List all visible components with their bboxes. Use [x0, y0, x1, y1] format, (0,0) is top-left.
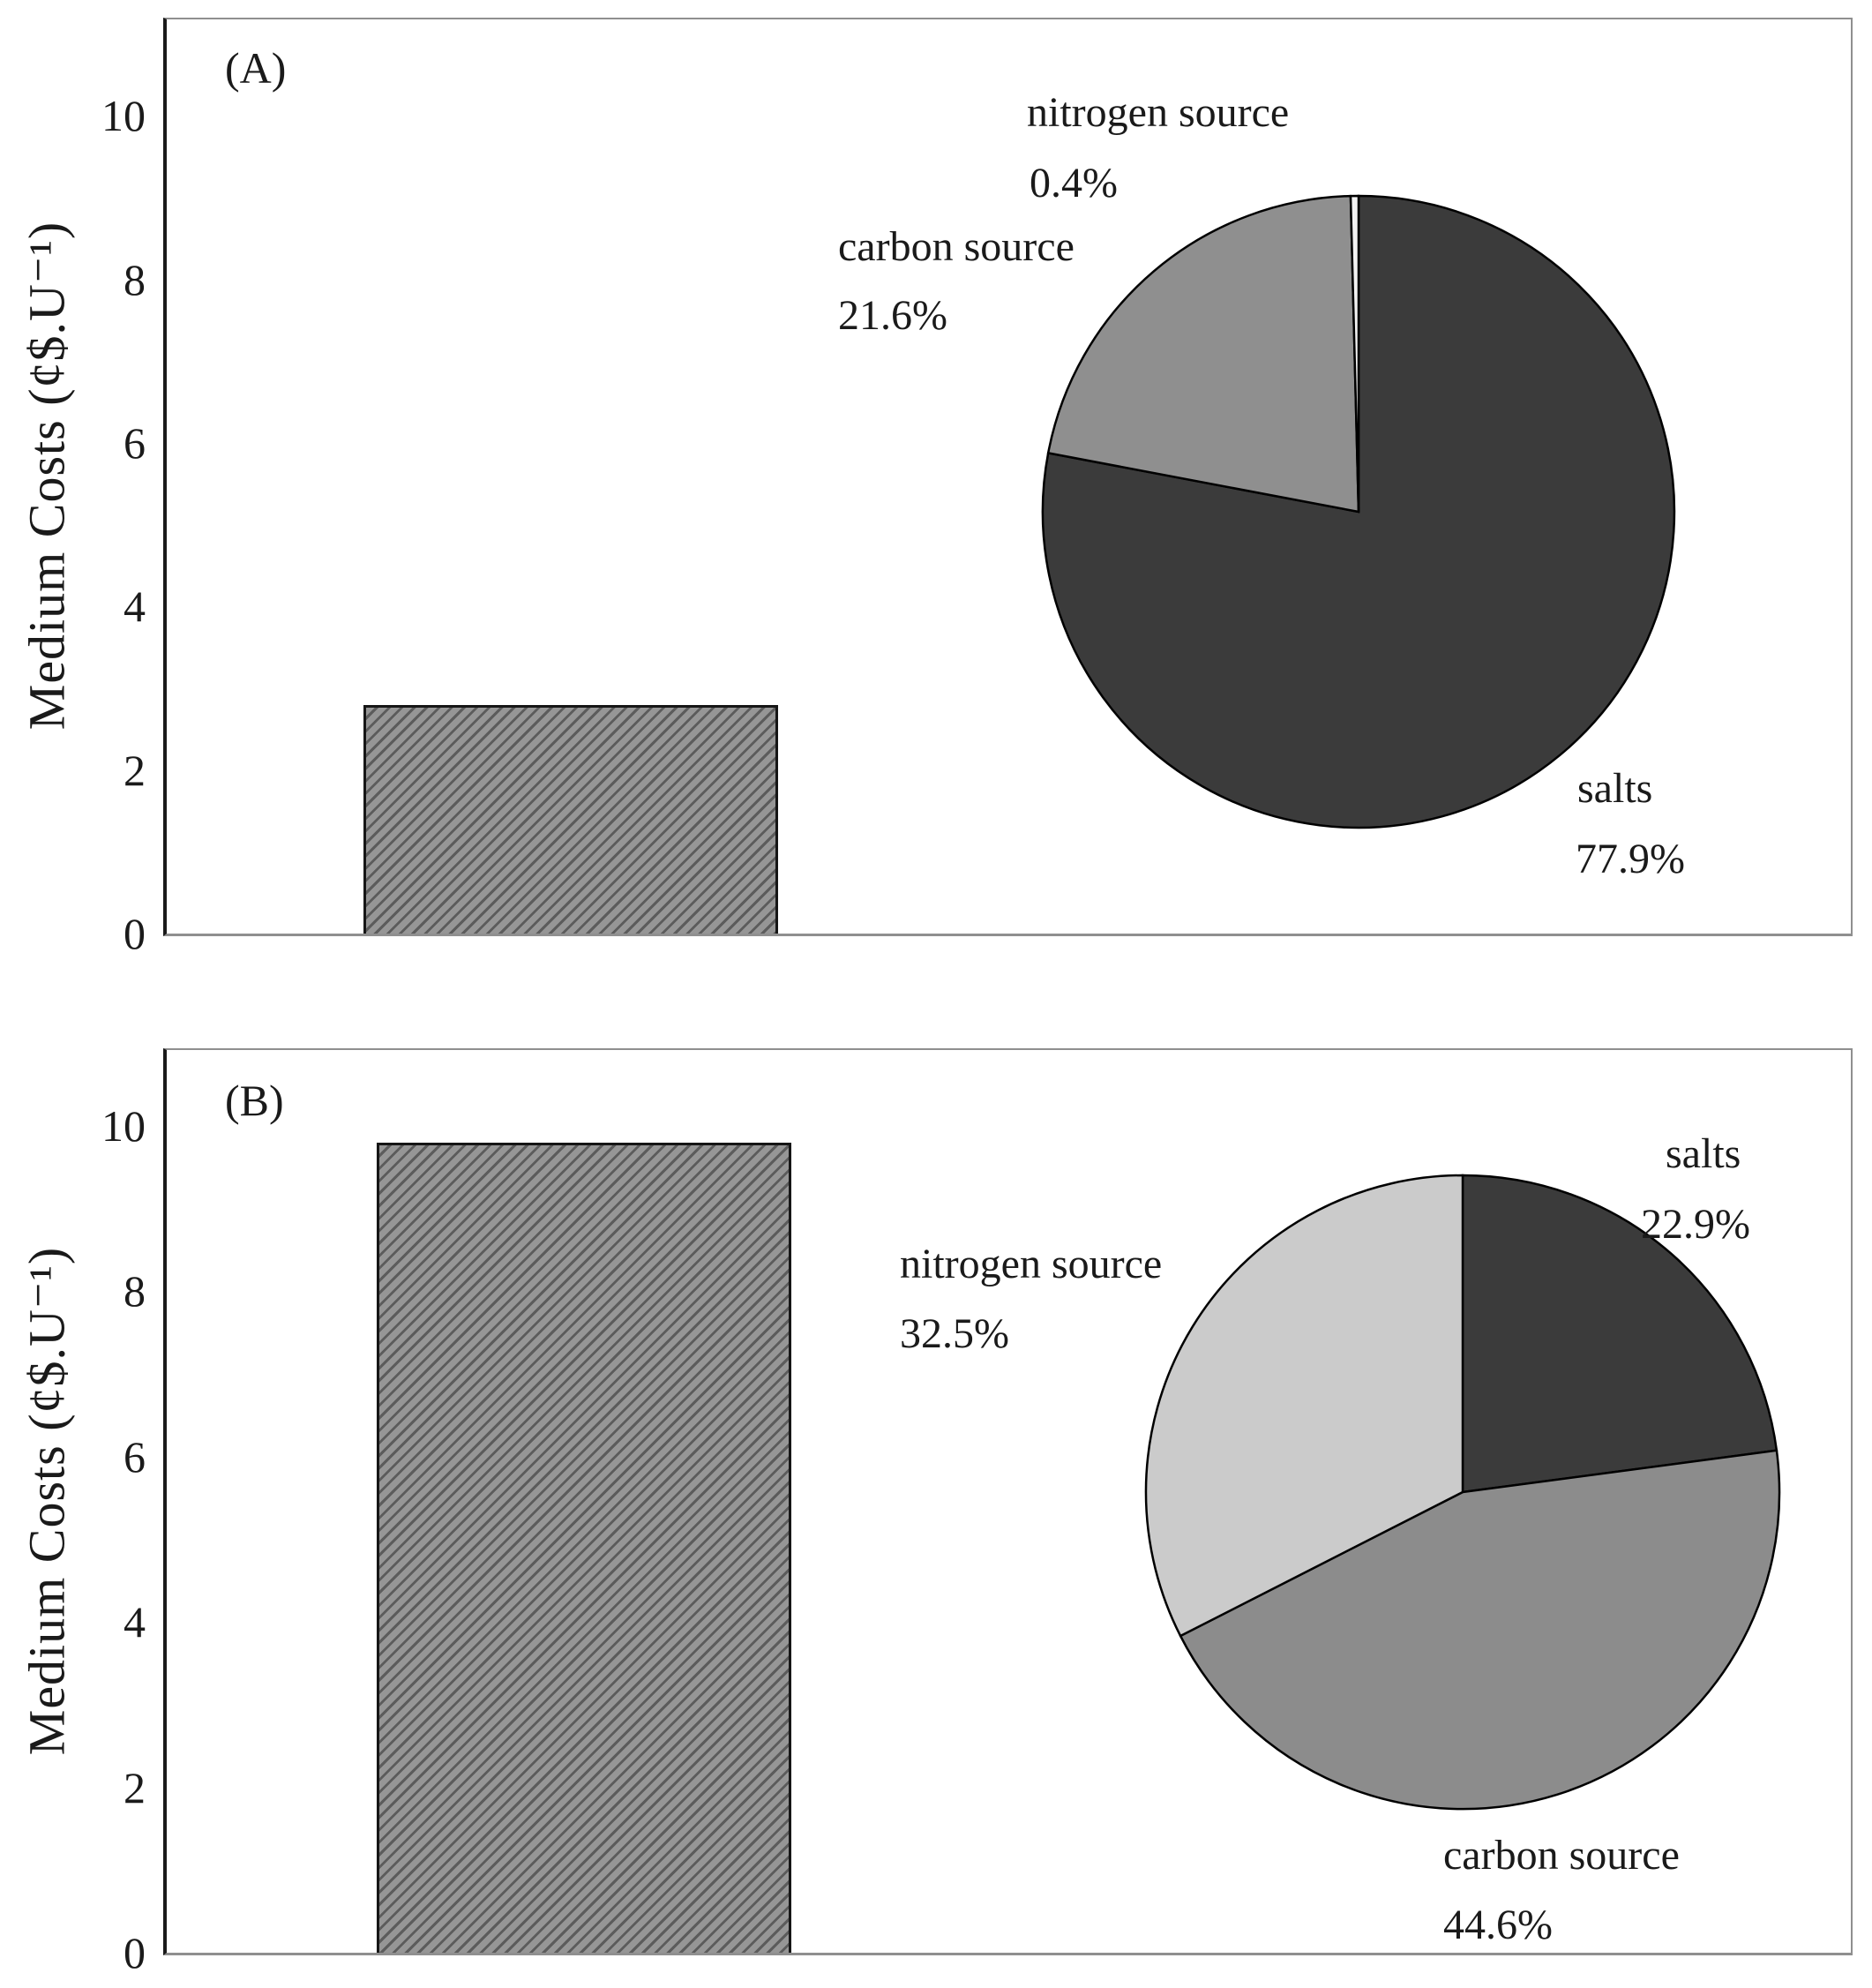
- panel-a-bar: [363, 704, 778, 934]
- y-tick-label: 6: [124, 417, 146, 468]
- panel-a-nitrogen-label: nitrogen source: [1027, 89, 1290, 136]
- pie-slice: [1144, 1174, 1464, 1638]
- y-tick-label: 0: [124, 909, 146, 958]
- panel-a-salts-label: salts: [1577, 765, 1653, 812]
- panel-b-pie-chart: [1142, 1171, 1784, 1818]
- panel-b-carbon-label: carbon source: [1443, 1832, 1680, 1879]
- panel-b-bar: [377, 1142, 791, 1953]
- panel-a-carbon-pct: 21.6%: [838, 292, 947, 339]
- panel-a-salts-pct: 77.9%: [1576, 836, 1685, 882]
- pie-slice: [1461, 1174, 1778, 1494]
- panel-b-salts-pct: 22.9%: [1641, 1201, 1750, 1248]
- panel-b-letter: (B): [225, 1076, 284, 1125]
- panel-a-carbon-label: carbon source: [838, 223, 1075, 270]
- panel-b-salts-label: salts: [1666, 1130, 1741, 1177]
- y-tick-label: 2: [124, 1762, 146, 1812]
- pie-slice: [1179, 1449, 1781, 1811]
- y-tick-label: 10: [101, 91, 146, 141]
- panel-b-nitrogen-label: nitrogen source: [900, 1241, 1163, 1287]
- y-tick-label: 10: [101, 1101, 146, 1152]
- y-tick-label: 8: [124, 1266, 146, 1317]
- y-tick-label: 0: [124, 1928, 146, 1977]
- y-tick-label: 4: [124, 1597, 146, 1647]
- y-tick-label: 8: [124, 254, 146, 304]
- y-tick-label: 2: [124, 745, 146, 795]
- panel-b-carbon-pct: 44.6%: [1443, 1902, 1553, 1948]
- panel-b-nitrogen-pct: 32.5%: [900, 1310, 1009, 1357]
- panel-a-letter: (A): [225, 43, 287, 93]
- panel-a-pie-chart: [1038, 191, 1679, 836]
- panel-a-nitrogen-pct: 0.4%: [1030, 160, 1118, 206]
- pie-slice: [1349, 194, 1360, 513]
- pie-slice: [1046, 194, 1360, 514]
- y-tick-label: 4: [124, 581, 146, 632]
- y-tick-label: 6: [124, 1431, 146, 1482]
